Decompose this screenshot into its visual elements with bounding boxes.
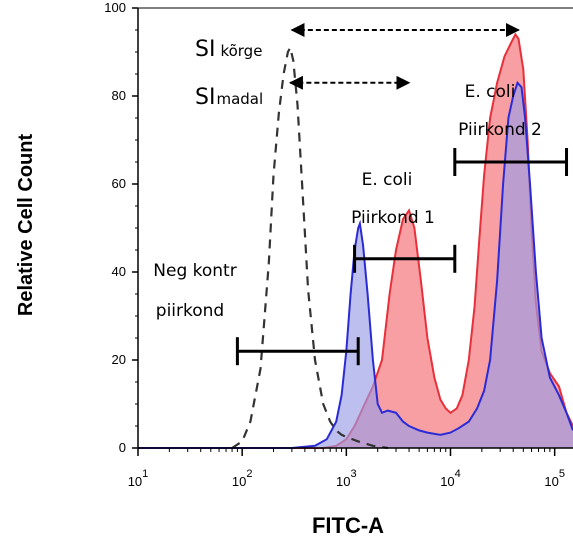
y-axis-title: Relative Cell Count <box>15 134 37 317</box>
x-tick-label: 104 <box>440 468 461 489</box>
si-label-sub: kõrge <box>220 42 262 60</box>
x-tick-label: 101 <box>128 468 149 489</box>
x-tick-base: 10 <box>440 474 454 489</box>
si-label-main: SI <box>195 85 215 110</box>
x-tick-exponent: 5 <box>559 468 565 480</box>
x-tick-base: 10 <box>336 474 350 489</box>
x-tick-label: 103 <box>336 468 357 489</box>
gate-1-label-line-0: E. coli <box>362 170 413 190</box>
gate-0-label-line-0: Neg kontr <box>153 261 236 281</box>
x-tick-exponent: 1 <box>142 468 148 480</box>
y-tick-label: 60 <box>112 176 126 191</box>
x-tick-base: 10 <box>544 474 558 489</box>
x-tick-exponent: 4 <box>455 468 461 480</box>
gate-0-label-line-1: piirkond <box>156 301 224 321</box>
gate-1-label-line-1: Piirkond 1 <box>351 208 435 228</box>
x-axis-title: FITC-A <box>312 513 384 538</box>
x-tick-label: 102 <box>232 468 253 489</box>
x-tick-label: 105 <box>544 468 565 489</box>
y-tick-label: 40 <box>112 264 126 279</box>
x-tick-base: 10 <box>128 474 142 489</box>
y-tick-label: 20 <box>112 352 126 367</box>
y-tick-label: 100 <box>104 0 126 15</box>
gate-2-label-line-1: Piirkond 2 <box>458 120 542 140</box>
series-1-line <box>138 80 573 449</box>
y-tick-label: 0 <box>119 440 126 455</box>
si-label-0: SI kõrge <box>195 37 262 62</box>
gate-2-label-line-0: E. coli <box>465 82 516 102</box>
si-label-sub: madal <box>216 90 263 108</box>
series-2-line <box>231 44 388 450</box>
si-label-main: SI <box>195 37 215 62</box>
y-tick-label: 80 <box>112 88 126 103</box>
x-tick-exponent: 3 <box>351 468 357 480</box>
x-tick-exponent: 2 <box>246 468 252 480</box>
gate-layer: Neg kontr piirkond E. coli Piirkond 1 E. col… <box>153 82 569 366</box>
si-label-1: SImadal <box>195 85 263 110</box>
x-tick-base: 10 <box>232 474 246 489</box>
